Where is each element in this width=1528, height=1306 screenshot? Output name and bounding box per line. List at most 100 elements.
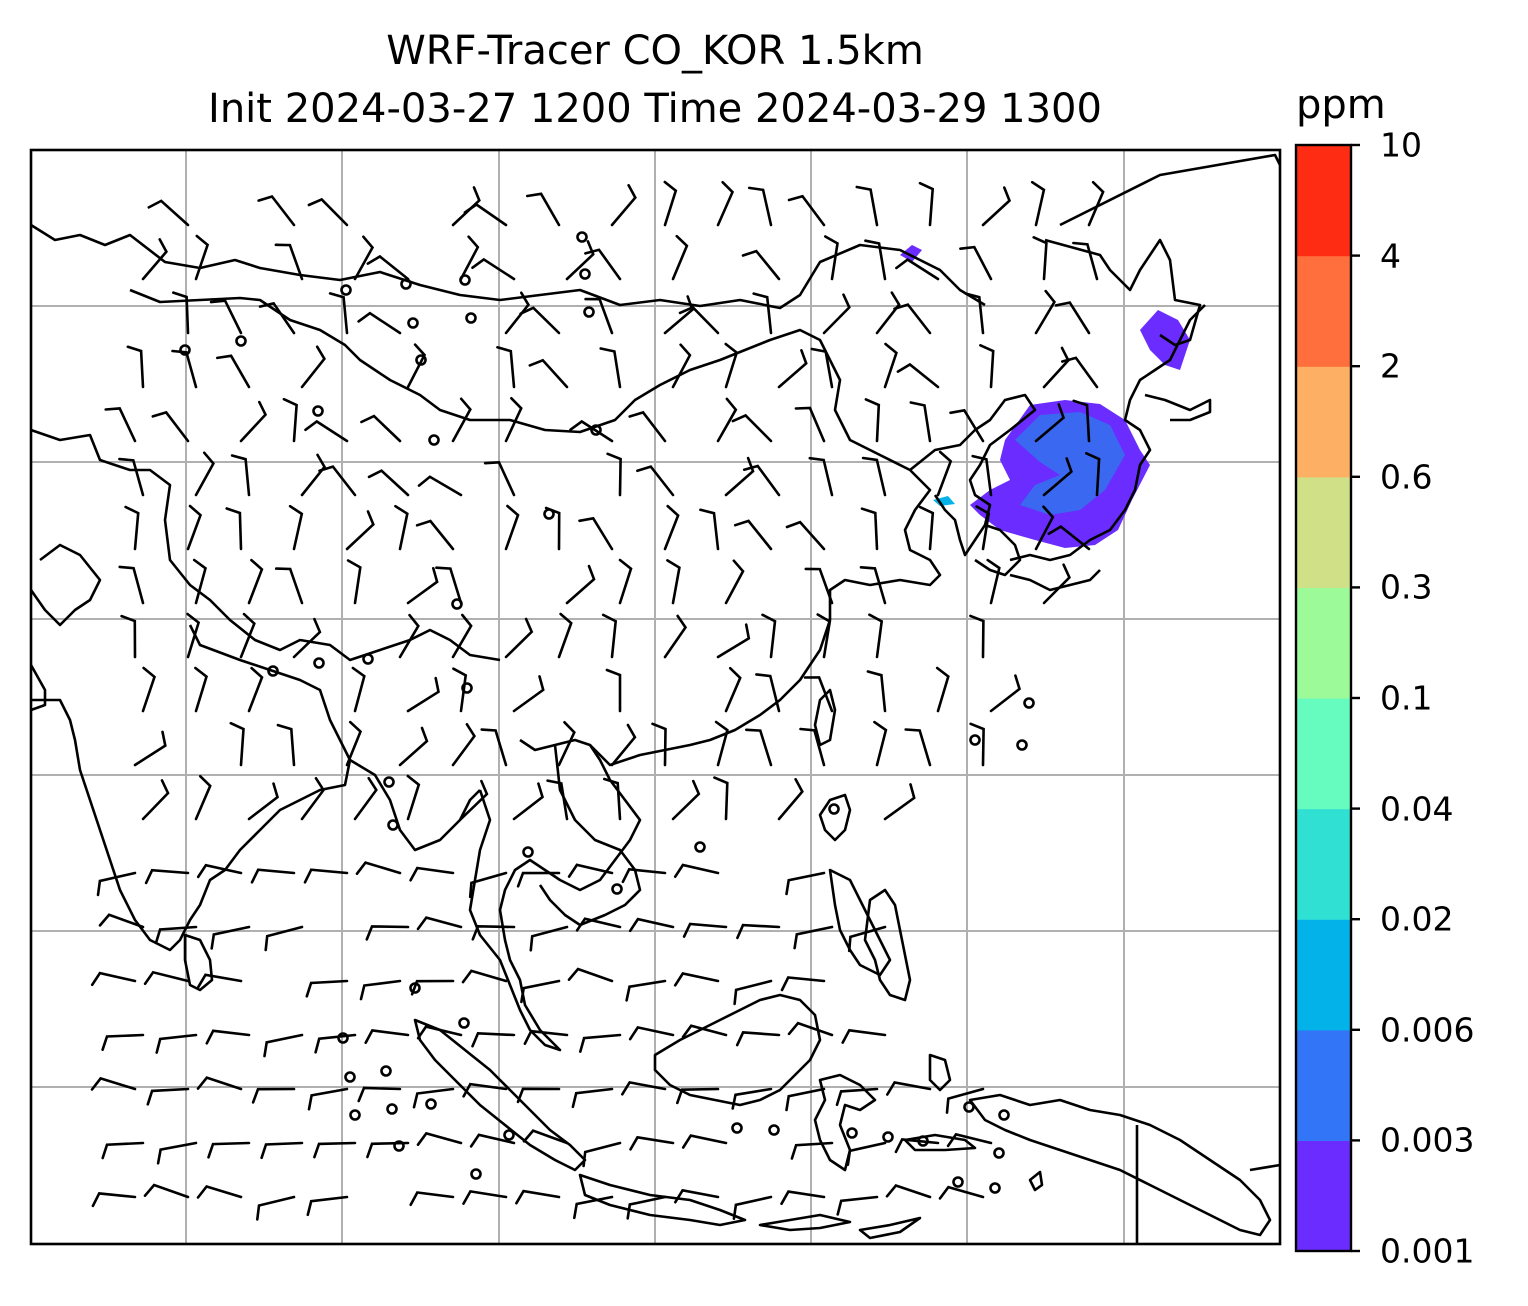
wind-barb (416, 916, 463, 931)
wind-barb (260, 1141, 304, 1160)
tracer-plume-west (933, 496, 955, 506)
wind-barb (822, 293, 851, 335)
wind-barb (671, 343, 692, 389)
wind-barb (504, 617, 534, 659)
wind-barb (91, 1192, 137, 1208)
wind-barb (192, 558, 207, 605)
wind-barb (883, 783, 916, 821)
colorbar-tick-label: 0.003 (1380, 1120, 1475, 1160)
wind-barb (229, 721, 245, 767)
wind-barb (288, 504, 304, 551)
wind-barb (516, 871, 561, 888)
calm-marker (882, 1131, 894, 1143)
wind-barb (101, 1141, 145, 1160)
wind-barb (663, 295, 694, 335)
wind-barb (459, 779, 489, 821)
wind-barb (787, 194, 826, 227)
wind-barb (118, 457, 145, 497)
wind-barb (96, 871, 137, 897)
colorbar-tick-label: 2 (1380, 346, 1401, 386)
wind-barb (345, 720, 363, 767)
wind-barb (196, 1184, 243, 1199)
wind-barb (471, 924, 516, 941)
wind-barb (194, 774, 212, 821)
wind-barb (1087, 180, 1105, 227)
wind-barb (353, 776, 378, 821)
calm-marker (337, 1032, 349, 1044)
wind-barb (196, 1076, 243, 1091)
colorbar-tick-label: 0.3 (1380, 567, 1433, 607)
wind-barb (523, 1029, 569, 1045)
wind-barb (133, 730, 167, 767)
wind-barb (451, 186, 481, 227)
wind-barb (239, 612, 256, 659)
colorbar-bin (1296, 366, 1351, 478)
calm-marker (969, 734, 981, 746)
coastlines (29, 153, 1282, 1244)
wind-barb (986, 558, 1001, 605)
wind-barb (171, 349, 198, 389)
wind-barb (1032, 236, 1048, 281)
wind-barb (873, 720, 888, 767)
wind-barb (90, 971, 137, 987)
wind-barb (636, 465, 675, 497)
colorbar (1294, 143, 1360, 1253)
wind-barb (101, 1033, 145, 1051)
colorbar-tick-label: 0.04 (1380, 789, 1454, 829)
wind-barb (364, 1028, 410, 1044)
wind-barb (989, 674, 1022, 713)
wind-barb (673, 863, 720, 878)
wind-barb (584, 248, 622, 281)
wind-barb (307, 1087, 349, 1111)
wind-barb (353, 235, 375, 281)
calm-marker (694, 841, 706, 853)
wind-barb (569, 419, 614, 443)
wind-barb (247, 666, 264, 713)
wind-barb (626, 1195, 667, 1220)
wind-barb (318, 465, 357, 497)
wind-barb (357, 311, 402, 335)
wind-barb (836, 1195, 879, 1216)
wind-barb (274, 567, 304, 605)
calm-marker (461, 682, 473, 694)
wind-barb (777, 778, 804, 821)
wind-barb (885, 1183, 932, 1199)
wind-barb (225, 507, 243, 551)
wind-barb (864, 239, 887, 281)
wind-barb (151, 410, 190, 443)
wind-barb (860, 507, 879, 551)
wind-barb (868, 613, 884, 659)
wind-barb (98, 913, 145, 929)
wind-barb (971, 454, 993, 497)
calm-marker (344, 1071, 356, 1083)
wind-barb (864, 398, 881, 443)
calm-marker (611, 883, 623, 895)
wind-barb (671, 234, 689, 281)
wind-barb (528, 358, 569, 389)
wind-barb (526, 192, 561, 227)
wind-barb (745, 728, 773, 767)
wind-barb (141, 238, 168, 281)
wind-barb (918, 181, 935, 227)
wind-barb (733, 979, 773, 1006)
calm-marker (503, 1129, 515, 1141)
wind-barb (462, 1082, 508, 1098)
wind-barb (146, 1087, 190, 1106)
wind-barb (124, 505, 140, 551)
wind-barb (733, 519, 773, 551)
wind-barb (365, 925, 410, 941)
wind-barb (1085, 452, 1101, 497)
wind-barb (504, 397, 523, 443)
calm-marker (459, 274, 471, 286)
wind-barb (522, 1129, 569, 1145)
wind-barb (451, 397, 472, 443)
wind-barb (567, 863, 614, 878)
calm-marker (543, 508, 555, 520)
wind-barb (716, 397, 738, 443)
wind-barb (416, 1025, 463, 1040)
colorbar-tick-label: 0.006 (1380, 1010, 1475, 1050)
wind-barb (628, 1025, 675, 1041)
wind-barb (147, 199, 190, 227)
wind-barb (274, 243, 304, 281)
wind-barb (250, 868, 296, 884)
